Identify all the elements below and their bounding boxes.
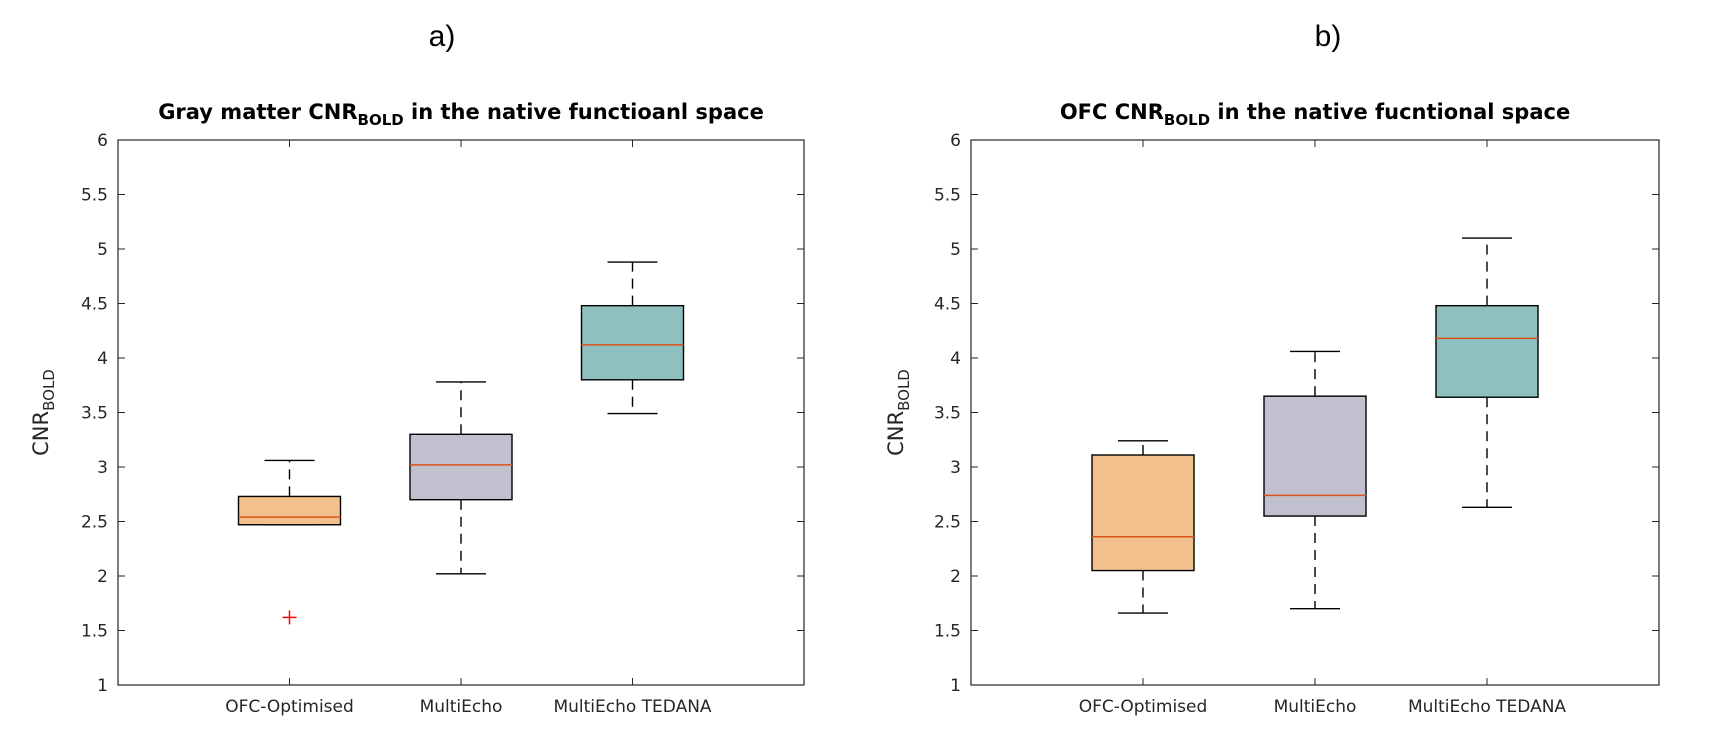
box-2 <box>409 381 513 575</box>
y-tick-label: 1 <box>97 676 108 696</box>
x-tick-label: MultiEcho TEDANA <box>553 697 711 717</box>
y-tick-label: 4.5 <box>934 295 961 315</box>
y-tick-label: 1.5 <box>81 622 108 642</box>
panel-label: a) <box>429 20 456 53</box>
box-1 <box>237 459 342 625</box>
y-tick-label: 2.5 <box>934 513 961 533</box>
box-body <box>237 495 342 526</box>
y-tick-label: 6 <box>950 131 961 151</box>
y-tick-label: 5.5 <box>934 186 961 206</box>
panel-b: b) OFC CNRBOLD in the native fucntional s… <box>884 20 1660 717</box>
box-body <box>1435 304 1539 398</box>
y-tick-label: 5 <box>950 240 961 260</box>
panel-a: a) Gray matter CNRBOLD in the native func… <box>29 20 805 717</box>
y-tick-label: 3 <box>950 458 961 478</box>
y-axis-label: CNRBOLD <box>884 369 913 456</box>
panel-label: b) <box>1315 20 1342 53</box>
y-tick-label: 3.5 <box>81 404 108 424</box>
x-tick-label: OFC-Optimised <box>1079 697 1208 717</box>
x-tick-label: OFC-Optimised <box>225 697 354 717</box>
chart-title: OFC CNRBOLD in the native fucntional spa… <box>1060 100 1570 129</box>
outlier-marker <box>282 610 297 625</box>
box-body <box>1263 395 1367 517</box>
box-body <box>580 304 685 381</box>
y-tick-label: 4 <box>97 349 108 369</box>
y-tick-label: 5.5 <box>81 186 108 206</box>
y-tick-label: 4 <box>950 349 961 369</box>
box-body <box>1091 454 1195 572</box>
y-tick-label: 3.5 <box>934 404 961 424</box>
y-tick-label: 2 <box>950 567 961 587</box>
y-tick-label: 1.5 <box>934 622 961 642</box>
x-tick-label: MultiEcho TEDANA <box>1408 697 1566 717</box>
y-tick-label: 5 <box>97 240 108 260</box>
box-3 <box>580 261 685 415</box>
y-tick-label: 3 <box>97 458 108 478</box>
y-tick-label: 2.5 <box>81 513 108 533</box>
box-2 <box>1263 350 1367 610</box>
box-body <box>409 433 513 501</box>
x-tick-label: MultiEcho <box>1274 697 1357 717</box>
y-axis-label: CNRBOLD <box>29 369 58 456</box>
x-tick-label: MultiEcho <box>420 697 503 717</box>
box-3 <box>1435 237 1539 509</box>
box-1 <box>1091 440 1195 614</box>
y-tick-label: 2 <box>97 567 108 587</box>
y-tick-label: 1 <box>950 676 961 696</box>
chart-title: Gray matter CNRBOLD in the native functi… <box>158 100 764 129</box>
y-tick-label: 6 <box>97 131 108 151</box>
y-tick-label: 4.5 <box>81 295 108 315</box>
